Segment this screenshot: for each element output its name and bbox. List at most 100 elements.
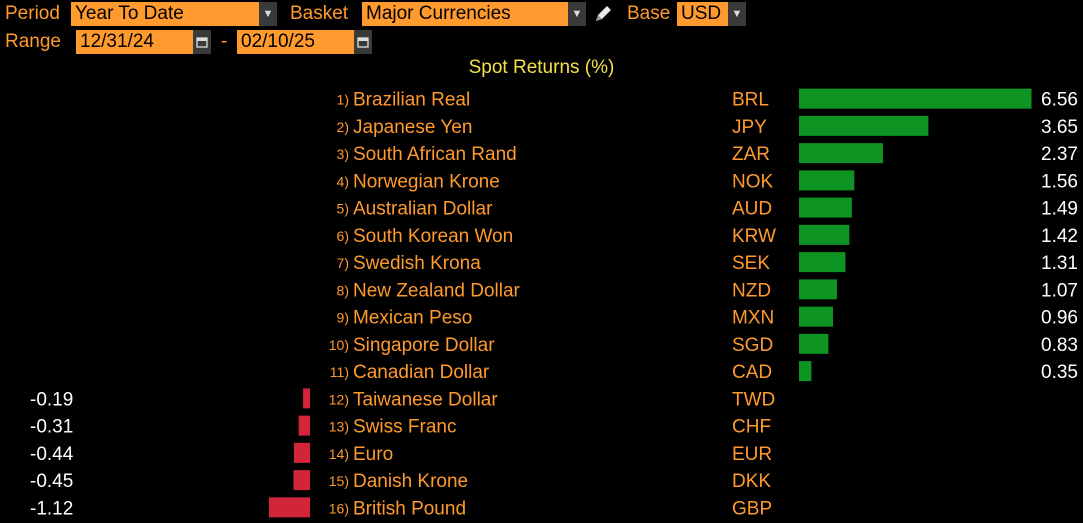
controls-row-range: Range 12/31/24 - 02/10/25	[0, 30, 1083, 54]
rank-label: 1)	[337, 92, 349, 108]
currency-name-label: Brazilian Real	[353, 90, 470, 111]
currency-name-label: Japanese Yen	[353, 117, 472, 138]
basket-label: Basket	[290, 3, 349, 24]
currency-code-label: BRL	[732, 90, 769, 111]
currency-name-label: Danish Krone	[353, 471, 468, 492]
edit-basket-button[interactable]	[592, 4, 614, 24]
currency-code-label: SEK	[732, 253, 770, 274]
value-label: -0.31	[30, 417, 73, 438]
rank-label: 7)	[337, 255, 349, 271]
range-label: Range	[5, 31, 61, 52]
value-label: 1.31	[1041, 253, 1078, 274]
currency-code-label: GBP	[732, 498, 772, 519]
rank-label: 16)	[329, 500, 349, 516]
value-label: 0.96	[1041, 308, 1078, 329]
rank-label: 2)	[337, 119, 349, 135]
chevron-down-icon: ▼	[262, 8, 274, 20]
bar-positive	[799, 306, 834, 327]
rank-label: 12)	[329, 391, 349, 407]
rank-label: 3)	[337, 146, 349, 162]
rank-label: 14)	[329, 446, 349, 462]
basket-select[interactable]: Major Currencies	[362, 2, 568, 26]
currency-name-label: Canadian Dollar	[353, 362, 490, 383]
currency-name-label: Mexican Peso	[353, 308, 472, 329]
range-start-calendar-button[interactable]	[193, 30, 211, 54]
bar-positive	[799, 252, 846, 273]
bar-negative	[298, 415, 310, 436]
bar-positive	[799, 197, 852, 218]
rank-label: 13)	[329, 419, 349, 435]
currency-code-label: NZD	[732, 280, 771, 301]
currency-name-label: South African Rand	[353, 144, 517, 165]
base-label: Base	[627, 3, 671, 24]
currency-code-label: TWD	[732, 389, 775, 410]
base-select[interactable]: USD	[677, 2, 728, 26]
currency-name-label: Taiwanese Dollar	[353, 389, 498, 410]
rank-label: 9)	[337, 310, 349, 326]
bar-negative	[293, 470, 310, 491]
chevron-down-icon: ▼	[731, 8, 743, 20]
currency-name-label: British Pound	[353, 498, 466, 519]
currency-name-label: Swiss Franc	[353, 417, 456, 438]
range-end-calendar-button[interactable]	[354, 30, 372, 54]
value-label: 0.35	[1041, 362, 1078, 383]
currency-code-label: NOK	[732, 171, 774, 192]
rank-label: 6)	[337, 228, 349, 244]
range-start-input[interactable]: 12/31/24	[76, 30, 193, 54]
currency-code-label: CHF	[732, 417, 771, 438]
calendar-icon	[357, 37, 369, 48]
rank-label: 5)	[337, 201, 349, 217]
value-label: -0.44	[30, 444, 74, 465]
bar-positive	[799, 115, 929, 136]
controls-row-period: Period Year To Date ▼ Basket Major Curre…	[0, 2, 1083, 26]
period-label: Period	[5, 3, 60, 24]
currency-code-label: KRW	[732, 226, 776, 247]
value-label: -0.19	[30, 389, 73, 410]
chart-title: Spot Returns (%)	[468, 57, 615, 78]
bar-positive	[799, 224, 850, 245]
bar-positive	[799, 143, 883, 164]
bar-negative	[293, 442, 310, 463]
rank-label: 8)	[337, 282, 349, 298]
bar-positive	[799, 361, 812, 382]
range-end-input[interactable]: 02/10/25	[237, 30, 354, 54]
bar-negative	[269, 497, 310, 518]
value-label: 2.37	[1041, 144, 1078, 165]
value-label: -1.12	[30, 498, 73, 519]
value-label: 6.56	[1041, 90, 1078, 111]
rank-label: 4)	[337, 173, 349, 189]
rank-label: 15)	[329, 473, 349, 489]
currency-name-label: Norwegian Krone	[353, 171, 500, 192]
chevron-down-icon: ▼	[571, 8, 583, 20]
currency-code-label: CAD	[732, 362, 772, 383]
currency-name-label: Singapore Dollar	[353, 335, 495, 356]
value-label: 1.49	[1041, 199, 1078, 220]
currency-name-label: South Korean Won	[353, 226, 513, 247]
currency-name-label: Australian Dollar	[353, 199, 493, 220]
period-select[interactable]: Year To Date	[71, 2, 259, 26]
currency-name-label: New Zealand Dollar	[353, 280, 521, 301]
currency-code-label: DKK	[732, 471, 771, 492]
bar-positive	[799, 170, 855, 191]
pencil-icon	[596, 6, 611, 21]
value-label: 3.65	[1041, 117, 1078, 138]
currency-code-label: MXN	[732, 308, 774, 329]
bar-positive	[799, 333, 829, 354]
bar-positive	[799, 88, 1032, 109]
basket-dropdown-button[interactable]: ▼	[568, 2, 586, 26]
bar-negative	[303, 388, 310, 409]
period-dropdown-button[interactable]: ▼	[259, 2, 277, 26]
bar-positive	[799, 279, 837, 300]
currency-code-label: ZAR	[732, 144, 770, 165]
rank-label: 11)	[330, 364, 349, 380]
calendar-icon	[196, 37, 208, 48]
base-dropdown-button[interactable]: ▼	[728, 2, 746, 26]
value-label: 1.42	[1041, 226, 1078, 247]
currency-name-label: Euro	[353, 444, 393, 465]
currency-code-label: JPY	[732, 117, 767, 138]
value-label: 1.56	[1041, 171, 1078, 192]
value-label: -0.45	[30, 471, 73, 492]
value-label: 0.83	[1041, 335, 1078, 356]
currency-name-label: Swedish Krona	[353, 253, 481, 274]
